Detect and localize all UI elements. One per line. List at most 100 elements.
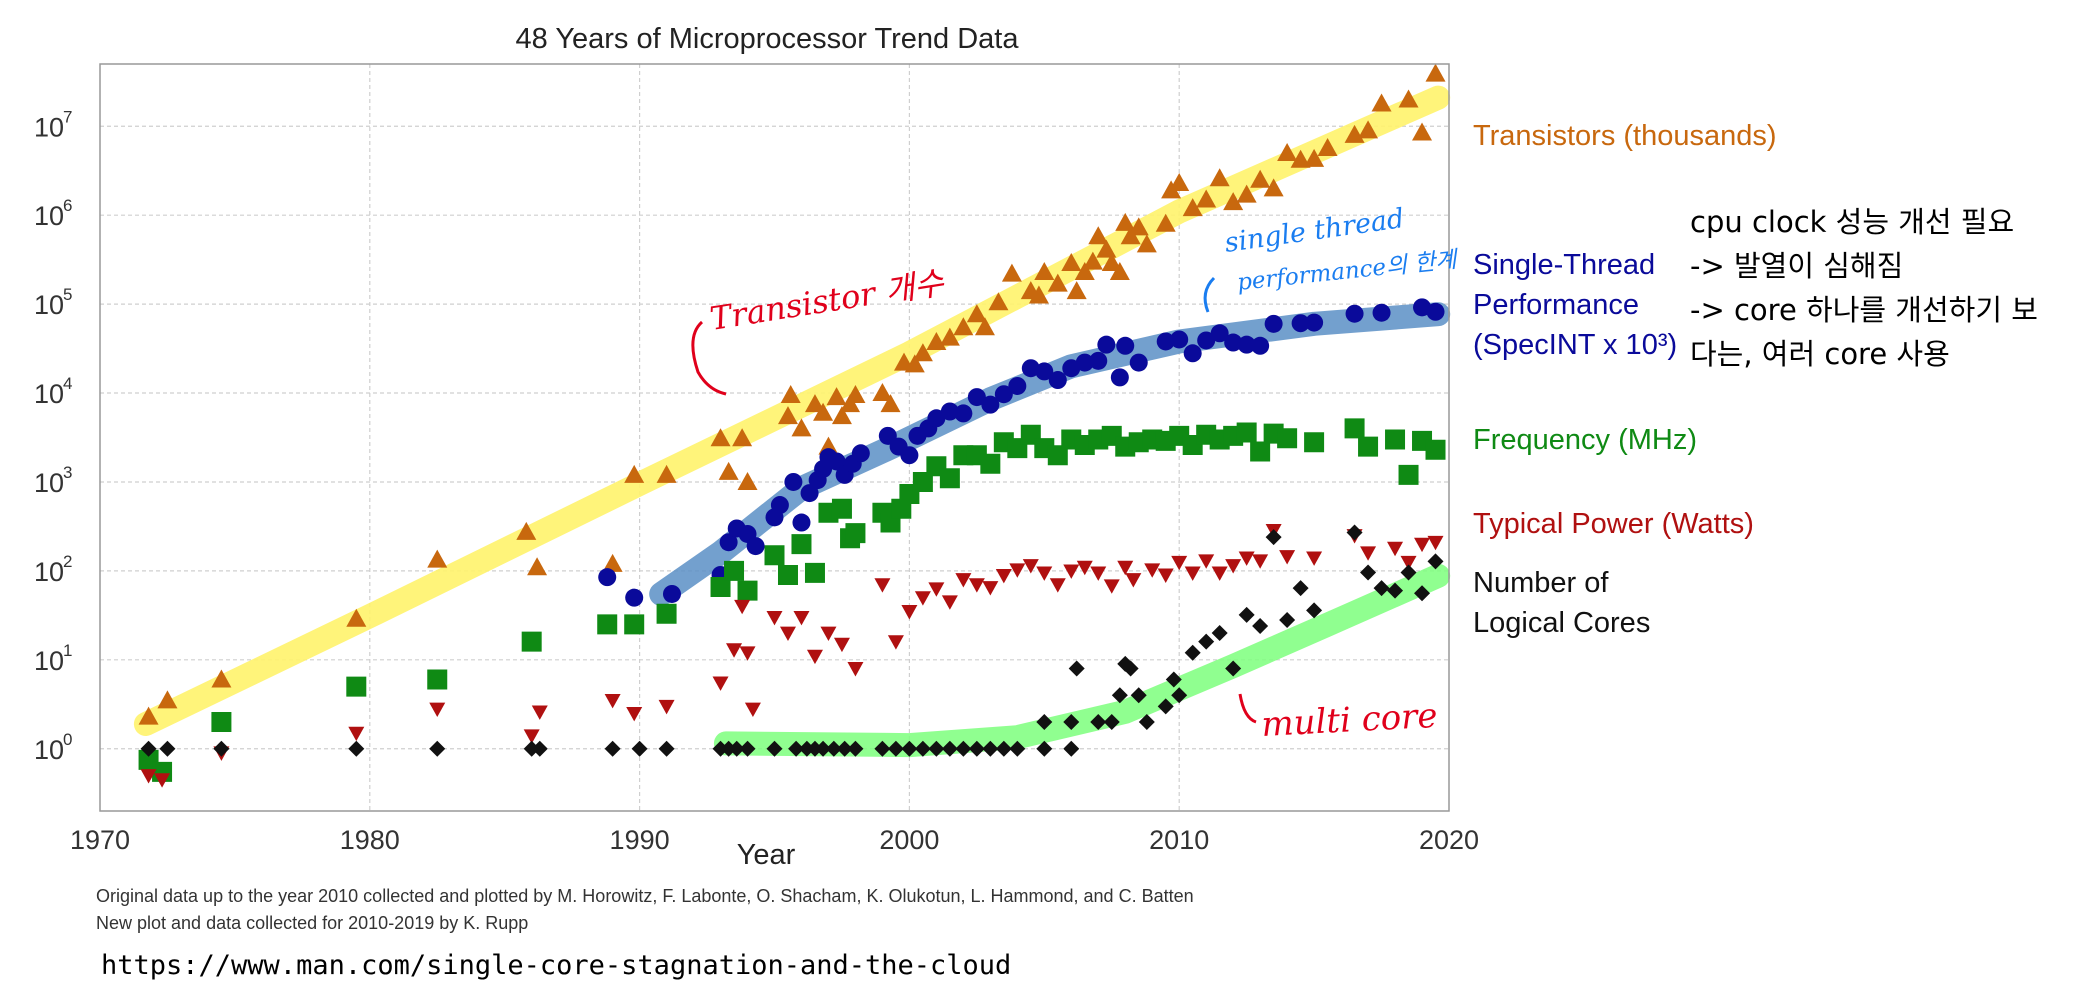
point-transistors — [831, 406, 852, 425]
legend-line: Logical Cores — [1473, 607, 1651, 639]
point-frequency — [346, 676, 367, 697]
point-transistors — [1096, 239, 1117, 258]
point-frequency — [521, 631, 542, 652]
source-url: https://www.man.com/single-core-stagnati… — [101, 950, 1012, 981]
point-power — [928, 582, 945, 597]
point-transistors — [1101, 252, 1122, 271]
point-cores — [1360, 564, 1377, 581]
note-line: -> 발열이 심해짐 — [1690, 249, 1904, 283]
y-tick-label: 10 — [34, 468, 64, 498]
point-single-thread — [1170, 330, 1189, 349]
point-single-thread — [1116, 336, 1135, 355]
point-power — [1009, 563, 1026, 578]
point-transistors — [1344, 124, 1365, 143]
point-cores — [1292, 580, 1309, 597]
point-power — [941, 595, 958, 610]
point-cores — [1130, 687, 1147, 704]
point-transistors — [157, 690, 178, 709]
legend-cores: Number of Logical Cores — [1473, 563, 1650, 643]
point-cores — [887, 740, 904, 757]
point-transistors — [1128, 217, 1149, 236]
point-power — [1036, 566, 1053, 581]
point-cores — [1184, 644, 1201, 661]
point-cores — [1063, 713, 1080, 730]
note-line: 다는, 여러 core 사용 — [1690, 337, 1950, 371]
point-cores — [955, 740, 972, 757]
point-power — [1414, 537, 1431, 553]
band-transistors — [133, 85, 1451, 736]
point-transistors — [1155, 213, 1176, 232]
point-single-thread — [662, 584, 681, 603]
point-power — [1400, 555, 1417, 571]
point-single-thread — [1089, 351, 1108, 370]
y-tick-exponent: 2 — [63, 552, 72, 571]
point-power — [766, 610, 783, 626]
point-cores — [806, 740, 823, 757]
point-single-thread — [900, 446, 919, 465]
point-cores — [928, 740, 945, 757]
point-power — [1360, 546, 1377, 561]
point-single-thread — [1305, 313, 1324, 332]
point-frequency — [724, 560, 745, 581]
point-single-thread — [746, 537, 765, 556]
point-single-thread — [1062, 359, 1081, 378]
point-single-thread — [994, 385, 1013, 404]
point-cores — [1068, 660, 1085, 677]
point-power — [1090, 566, 1107, 581]
y-tick-label: 10 — [34, 201, 64, 231]
point-cores — [1009, 740, 1026, 757]
point-transistors — [826, 387, 847, 406]
point-transistors — [1196, 189, 1217, 208]
point-power — [887, 635, 904, 650]
legend-line: Typical Power (Watts) — [1473, 508, 1754, 540]
point-single-thread — [1021, 359, 1040, 378]
point-cores — [766, 740, 783, 757]
point-frequency — [1047, 445, 1068, 466]
point-power — [1125, 573, 1142, 588]
point-power — [429, 702, 446, 717]
point-power — [348, 726, 365, 742]
point-cores — [140, 740, 157, 757]
x-tick-label: 2010 — [1149, 825, 1209, 855]
point-transistors — [1358, 120, 1379, 139]
point-power — [1157, 568, 1174, 583]
point-power — [1427, 535, 1444, 551]
point-cores — [631, 740, 648, 757]
chart-marks — [138, 63, 1446, 788]
point-single-thread — [1224, 333, 1243, 352]
point-cores — [1036, 740, 1053, 757]
point-cores — [914, 740, 931, 757]
credit-line-2: New plot and data collected for 2010-201… — [96, 913, 529, 933]
point-transistors — [1223, 192, 1244, 211]
point-single-thread — [625, 588, 644, 607]
point-power — [806, 649, 823, 665]
point-power — [154, 773, 171, 788]
point-frequency — [912, 471, 933, 492]
y-tick-label: 10 — [34, 112, 64, 142]
point-cores — [1111, 687, 1128, 704]
point-transistors — [1028, 285, 1049, 304]
point-single-thread — [1426, 302, 1445, 321]
point-power — [1211, 566, 1228, 581]
y-tick-label: 10 — [34, 557, 64, 587]
point-power — [1184, 566, 1201, 581]
point-frequency — [764, 545, 785, 566]
point-single-thread — [1372, 303, 1391, 322]
point-transistors — [737, 471, 758, 490]
point-cores — [1090, 713, 1107, 730]
point-transistors — [1034, 261, 1055, 280]
point-power — [1387, 541, 1404, 557]
point-power — [1117, 560, 1134, 576]
point-transistors — [624, 464, 645, 483]
point-transistors — [710, 428, 731, 447]
point-cores — [788, 740, 805, 757]
x-tick-label: 2000 — [879, 825, 939, 855]
point-cores — [720, 740, 737, 757]
credit-line-1: Original data up to the year 2010 collec… — [96, 886, 1194, 906]
point-transistors — [1209, 168, 1230, 187]
point-cores — [429, 740, 446, 757]
point-transistors — [904, 354, 925, 373]
note-line: cpu clock 성능 개선 필요 — [1690, 205, 2015, 239]
point-frequency — [624, 614, 645, 635]
point-single-thread — [1110, 368, 1129, 387]
